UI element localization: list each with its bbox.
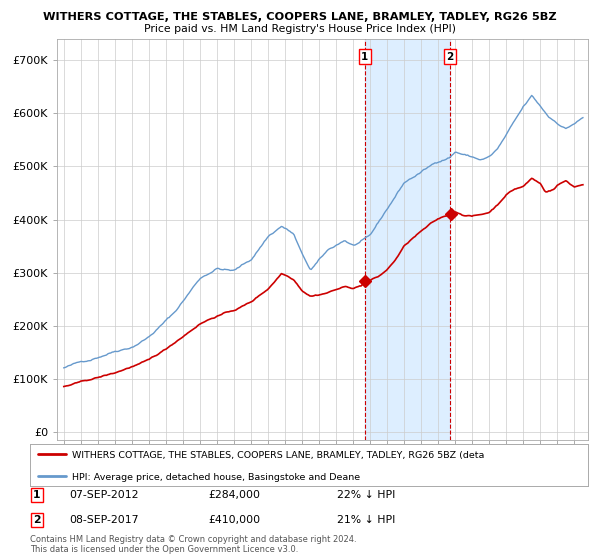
Bar bbox=[365, 39, 450, 440]
Text: HPI: Average price, detached house, Basingstoke and Deane: HPI: Average price, detached house, Basi… bbox=[72, 473, 360, 482]
Text: Contains HM Land Registry data © Crown copyright and database right 2024.: Contains HM Land Registry data © Crown c… bbox=[30, 535, 356, 544]
Text: Price paid vs. HM Land Registry's House Price Index (HPI): Price paid vs. HM Land Registry's House … bbox=[144, 24, 456, 34]
Text: WITHERS COTTAGE, THE STABLES, COOPERS LANE, BRAMLEY, TADLEY, RG26 5BZ: WITHERS COTTAGE, THE STABLES, COOPERS LA… bbox=[43, 12, 557, 22]
Text: 2: 2 bbox=[33, 515, 41, 525]
Text: £410,000: £410,000 bbox=[209, 515, 260, 525]
Text: 08-SEP-2017: 08-SEP-2017 bbox=[69, 515, 139, 525]
Text: 07-SEP-2012: 07-SEP-2012 bbox=[69, 490, 139, 500]
Text: WITHERS COTTAGE, THE STABLES, COOPERS LANE, BRAMLEY, TADLEY, RG26 5BZ (deta: WITHERS COTTAGE, THE STABLES, COOPERS LA… bbox=[72, 451, 484, 460]
Text: 2: 2 bbox=[446, 52, 454, 62]
Text: £284,000: £284,000 bbox=[209, 490, 260, 500]
Text: 1: 1 bbox=[33, 490, 40, 500]
Text: 22% ↓ HPI: 22% ↓ HPI bbox=[337, 490, 395, 500]
Text: This data is licensed under the Open Government Licence v3.0.: This data is licensed under the Open Gov… bbox=[30, 545, 298, 554]
Text: 21% ↓ HPI: 21% ↓ HPI bbox=[337, 515, 395, 525]
Text: 1: 1 bbox=[361, 52, 368, 62]
